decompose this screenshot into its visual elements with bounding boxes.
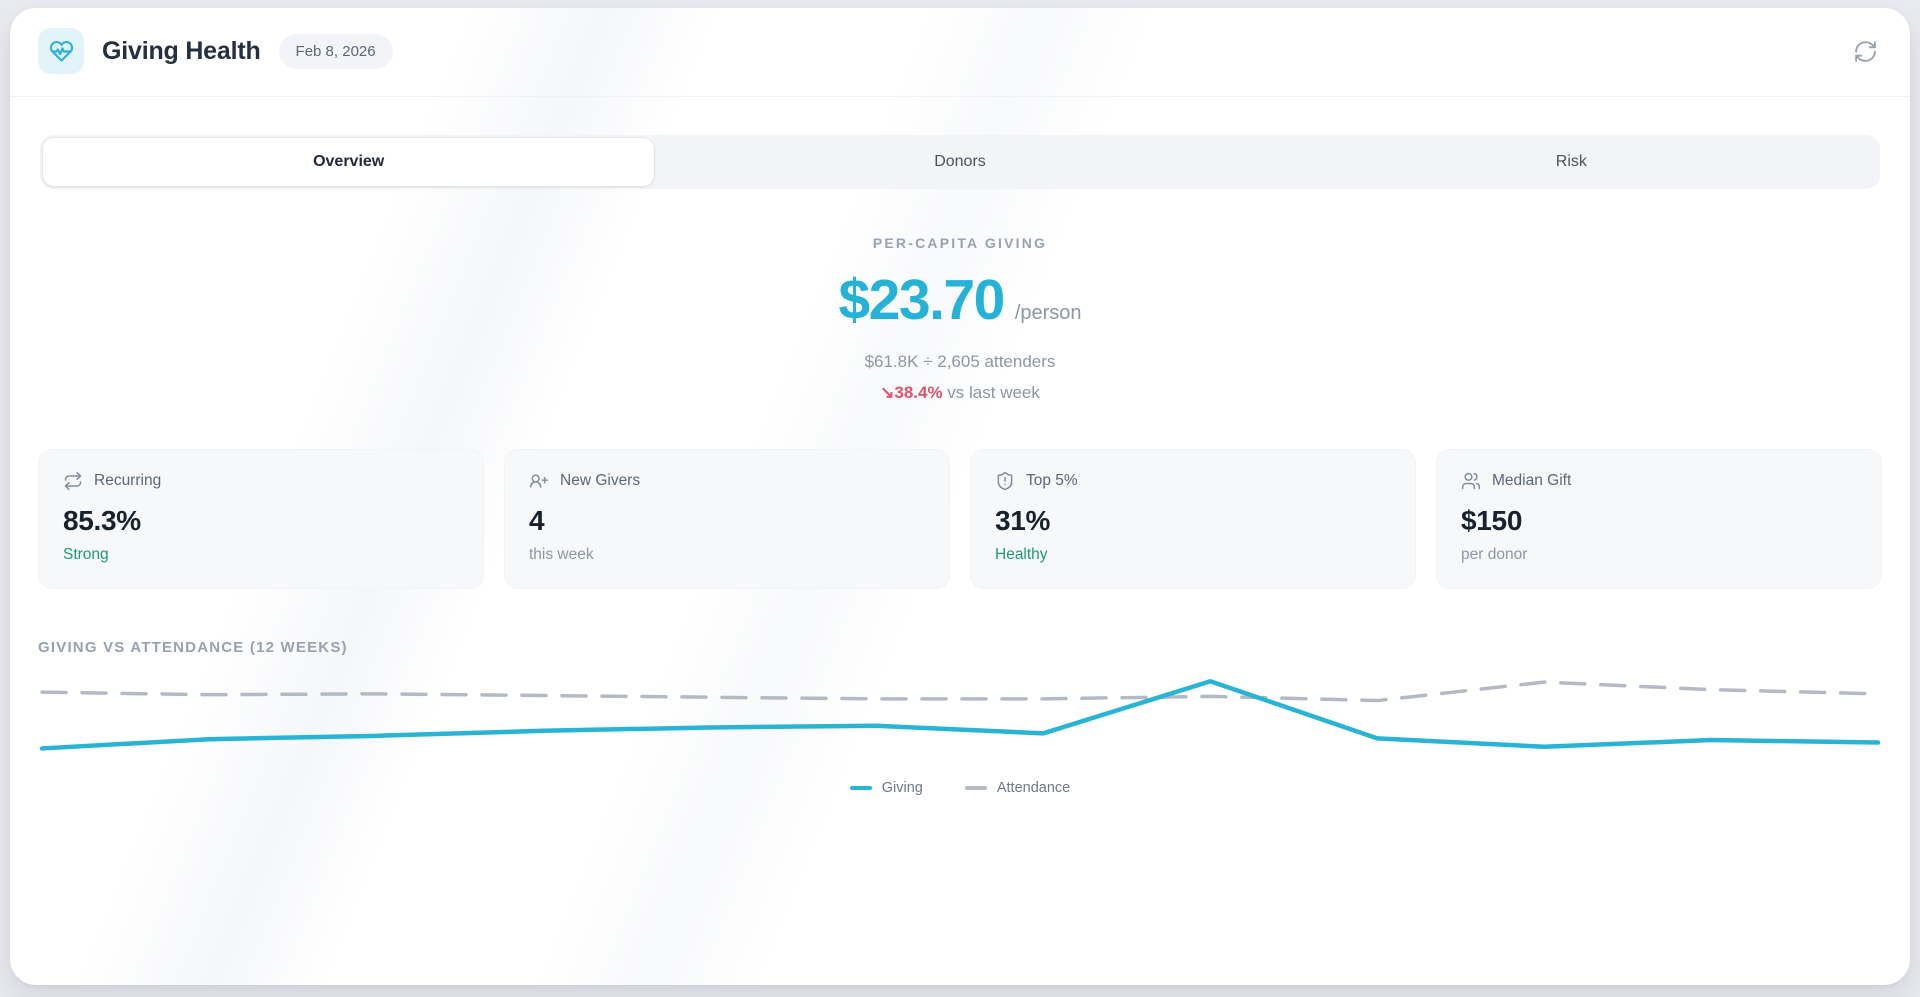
delta-context: vs last week	[947, 383, 1040, 402]
legend-label: Attendance	[996, 780, 1071, 796]
page-title: Giving Health	[102, 36, 261, 65]
shield-alert-icon	[995, 471, 1015, 491]
metric-formula: $61.8K ÷ 2,605 attenders	[864, 352, 1056, 371]
chart-plot-area	[38, 664, 1882, 764]
stat-value: 4	[529, 505, 545, 536]
stat-label: Median Gift	[1492, 472, 1572, 489]
metric-delta: ↘38.4% vs last week	[10, 383, 1910, 403]
stat-card-top-5: Top 5% 31% Healthy	[970, 449, 1416, 589]
stat-status: per donor	[1461, 546, 1528, 563]
legend-item-attendance: Attendance	[964, 780, 1071, 796]
chart-legend: Giving Attendance	[38, 780, 1882, 796]
repeat-icon	[63, 471, 83, 491]
stat-label: Top 5%	[1026, 472, 1078, 489]
stat-status: Strong	[63, 546, 109, 563]
heart-pulse-icon	[38, 28, 84, 74]
stat-value: 85.3%	[63, 505, 141, 536]
metric-value: $23.70	[838, 268, 1005, 332]
refresh-icon	[1853, 39, 1878, 64]
arrow-down-right-icon: ↘	[880, 383, 895, 402]
header: Giving Health Feb 8, 2026	[10, 8, 1910, 97]
stat-value: $150	[1461, 505, 1523, 536]
legend-label: Giving	[881, 780, 923, 796]
legend-item-giving: Giving	[849, 780, 923, 796]
attendance-swatch	[964, 786, 987, 790]
stat-card-new-givers: New Givers 4 this week	[504, 449, 950, 589]
delta-value: 38.4%	[894, 383, 943, 402]
stat-status: Healthy	[995, 546, 1048, 563]
tab-donors[interactable]: Donors	[654, 138, 1265, 186]
date-badge: Feb 8, 2026	[278, 33, 393, 69]
user-plus-icon	[529, 471, 549, 491]
series-line-giving	[42, 681, 1878, 748]
trend-lines-svg	[38, 664, 1882, 764]
giving-swatch	[849, 786, 872, 790]
series-line-attendance	[42, 682, 1878, 700]
stat-card-median-gift: Median Gift $150 per donor	[1436, 449, 1882, 589]
stat-card-recurring: Recurring 85.3% Strong	[38, 449, 484, 589]
chart-title: GIVING VS ATTENDANCE (12 WEEKS)	[38, 639, 348, 656]
refresh-button[interactable]	[1848, 34, 1882, 68]
stat-status: this week	[529, 546, 594, 563]
giving-attendance-chart: GIVING VS ATTENDANCE (12 WEEKS) Giving A…	[38, 639, 1882, 796]
stat-card-row: Recurring 85.3% Strong New Givers 4 th	[38, 449, 1882, 589]
tab-bar: Overview Donors Risk	[40, 135, 1880, 189]
tab-overview[interactable]: Overview	[43, 138, 655, 186]
stat-label: Recurring	[94, 472, 162, 489]
stat-value: 31%	[995, 505, 1051, 536]
users-icon	[1461, 471, 1481, 491]
tab-risk[interactable]: Risk	[1266, 138, 1877, 186]
giving-health-widget: Giving Health Feb 8, 2026 Overview Donor…	[10, 8, 1910, 985]
per-capita-giving-metric: PER-CAPITA GIVING $23.70 /person $61.8K …	[10, 235, 1910, 403]
metric-unit: /person	[1014, 302, 1082, 324]
stat-label: New Givers	[560, 472, 641, 489]
metric-label: PER-CAPITA GIVING	[872, 235, 1048, 251]
